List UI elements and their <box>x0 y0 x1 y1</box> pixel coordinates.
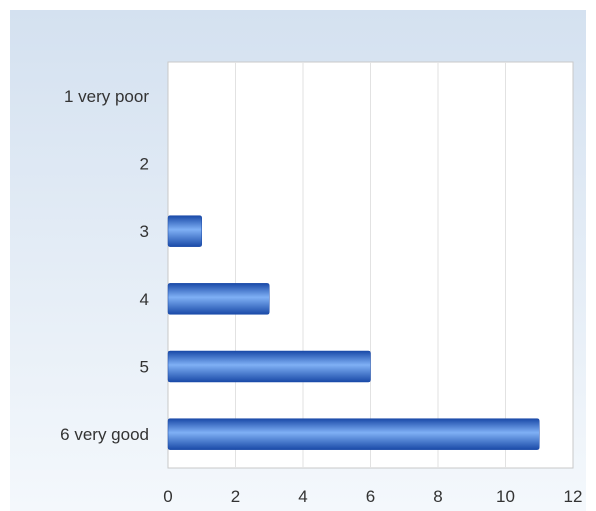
x-tick-label: 2 <box>231 487 240 506</box>
bar <box>167 350 371 383</box>
category-label: 6 very good <box>60 425 149 444</box>
bars <box>167 215 540 450</box>
category-label: 3 <box>140 222 149 241</box>
chart-area: 1 very poor 2 3 4 5 6 very good 0 2 4 6 8 10 12 <box>10 10 586 511</box>
grid-lines <box>235 62 506 468</box>
bar <box>167 418 540 450</box>
x-tick-label: 12 <box>564 487 583 506</box>
x-tick-label: 8 <box>433 487 442 506</box>
category-label: 4 <box>140 290 149 309</box>
category-label: 5 <box>140 358 149 377</box>
category-label: 1 very poor <box>64 87 149 106</box>
x-tick-label: 4 <box>298 487 307 506</box>
category-label: 2 <box>140 155 149 174</box>
x-tick-labels: 0 2 4 6 8 10 12 <box>163 487 582 506</box>
x-tick-label: 0 <box>163 487 172 506</box>
bar <box>167 215 202 247</box>
x-tick-label: 10 <box>496 487 515 506</box>
x-tick-label: 6 <box>366 487 375 506</box>
bar <box>167 283 270 315</box>
bar-chart: 1 very poor 2 3 4 5 6 very good 0 2 4 6 8 10 12 <box>60 61 582 506</box>
category-labels: 1 very poor 2 3 4 5 6 very good <box>60 87 149 444</box>
